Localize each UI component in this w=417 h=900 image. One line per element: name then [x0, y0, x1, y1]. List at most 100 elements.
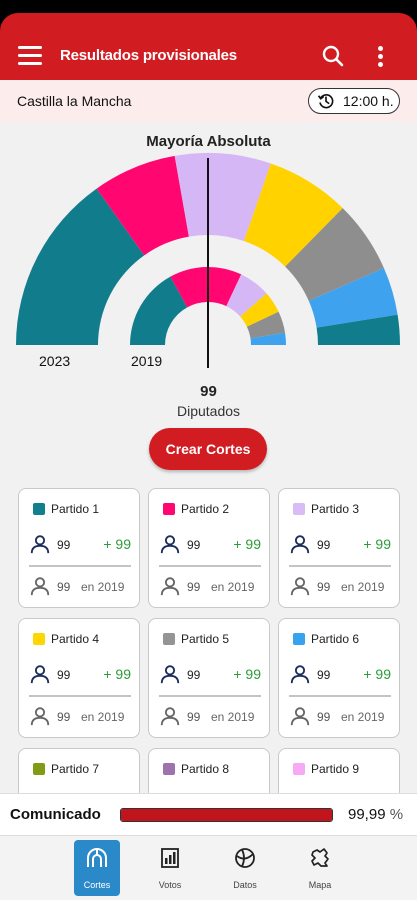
ring-2019-segment-4: [240, 293, 279, 327]
user-icon: [290, 577, 310, 596]
series-label-2023: 2023: [39, 353, 71, 369]
ring-2023-segment-2: [96, 155, 189, 256]
user-icon: [290, 707, 310, 726]
progress-fill: [121, 809, 332, 821]
previous-seats-value: 99: [57, 710, 71, 724]
previous-year-label: en 2019: [81, 580, 125, 594]
total-seats: 99: [200, 383, 217, 400]
previous-seats-row: 99 en 2019: [289, 705, 391, 727]
seats-delta: + 99: [363, 666, 391, 682]
ring-2019-segment-5: [246, 311, 286, 339]
ring-2023-segment-6: [308, 268, 398, 328]
nav-label: Datos: [233, 880, 257, 890]
party-name: Partido 6: [311, 632, 360, 646]
card-divider: [289, 695, 391, 697]
user-icon: [30, 577, 50, 596]
user-icon: [30, 665, 50, 684]
party-name: Partido 2: [181, 502, 230, 516]
progress-label: Comunicado: [10, 806, 101, 823]
ring-2023-segment-3: [174, 153, 271, 242]
party-card[interactable]: Partido 4 99 + 99 99 en 2019: [18, 618, 140, 738]
party-color-swatch: [293, 503, 305, 515]
nav-item-datos[interactable]: Datos: [222, 840, 268, 896]
party-name: Partido 7: [51, 762, 100, 776]
time-value: 12:00 h.: [343, 93, 394, 109]
party-card[interactable]: Partido 5 99 + 99 99 en 2019: [148, 618, 270, 738]
hamburger-icon[interactable]: [18, 46, 42, 66]
party-color-swatch: [33, 503, 45, 515]
create-cortes-button[interactable]: Crear Cortes: [149, 428, 267, 470]
current-seats-row: 99 + 99: [289, 663, 391, 685]
nav-label: Mapa: [308, 880, 332, 890]
nav-item-votos[interactable]: Votos: [147, 840, 193, 896]
previous-year-label: en 2019: [81, 710, 125, 724]
region-map-icon: [311, 848, 329, 867]
seats-delta: + 99: [363, 536, 391, 552]
nav-label: Votos: [158, 880, 182, 890]
party-color-swatch: [163, 763, 175, 775]
party-name: Partido 8: [181, 762, 230, 776]
search-icon[interactable]: [321, 44, 345, 68]
seats-value: 99: [57, 668, 71, 682]
ring-2023-segment-1: [16, 188, 145, 345]
user-icon: [30, 535, 50, 554]
user-icon: [160, 707, 180, 726]
chart-title: Mayoría Absoluta: [146, 133, 271, 150]
party-color-swatch: [163, 503, 175, 515]
party-card[interactable]: Partido 2 99 + 99 99 en 2019: [148, 488, 270, 608]
party-card[interactable]: Partido 1 99 + 99 99 en 2019: [18, 488, 140, 608]
ring-2023-segment-4: [243, 163, 343, 267]
party-card[interactable]: Partido 3 99 + 99 99 en 2019: [278, 488, 400, 608]
progress-track: [120, 808, 333, 822]
card-divider: [29, 695, 131, 697]
previous-year-label: en 2019: [211, 710, 255, 724]
nav-label: Cortes: [83, 880, 111, 890]
region-name[interactable]: Castilla la Mancha: [17, 93, 132, 109]
status-bar: [0, 0, 417, 33]
user-icon: [290, 535, 310, 554]
previous-seats-value: 99: [317, 580, 331, 594]
time-selector[interactable]: 12:00 h.: [308, 88, 400, 114]
party-color-swatch: [293, 763, 305, 775]
previous-seats-row: 99 en 2019: [29, 705, 131, 727]
previous-seats-value: 99: [317, 710, 331, 724]
nav-item-cortes[interactable]: Cortes: [74, 840, 120, 896]
card-divider: [159, 695, 261, 697]
progress-value: 99,99 %: [348, 806, 404, 823]
ring-2019-segment-2: [170, 267, 242, 308]
seats-value: 99: [187, 668, 201, 682]
seats-delta: + 99: [233, 536, 261, 552]
globe-data-icon: [235, 848, 255, 868]
page-title: Resultados provisionales: [60, 47, 237, 64]
parliament-icon: [87, 848, 107, 867]
previous-seats-value: 99: [187, 710, 201, 724]
more-vertical-icon[interactable]: [372, 44, 388, 68]
previous-seats-row: 99 en 2019: [29, 575, 131, 597]
ballot-chart-icon: [161, 848, 179, 868]
ring-2023-segment-5: [285, 208, 384, 301]
card-divider: [159, 565, 261, 567]
current-seats-row: 99 + 99: [29, 663, 131, 685]
party-color-swatch: [33, 633, 45, 645]
current-seats-row: 99 + 99: [29, 533, 131, 555]
nav-item-mapa[interactable]: Mapa: [297, 840, 343, 896]
app-bar: Resultados provisionales: [0, 32, 417, 80]
user-icon: [160, 535, 180, 554]
party-name: Partido 4: [51, 632, 100, 646]
seats-delta: + 99: [233, 666, 261, 682]
previous-seats-value: 99: [57, 580, 71, 594]
party-name: Partido 9: [311, 762, 360, 776]
user-icon: [160, 577, 180, 596]
ring-2023-segment-7: [316, 314, 400, 345]
seats-label: Diputados: [176, 403, 241, 419]
party-color-swatch: [293, 633, 305, 645]
party-name: Partido 5: [181, 632, 230, 646]
party-card[interactable]: Partido 6 99 + 99 99 en 2019: [278, 618, 400, 738]
user-icon: [160, 665, 180, 684]
previous-year-label: en 2019: [211, 580, 255, 594]
seat-hemicycle-chart: [16, 153, 400, 368]
seats-value: 99: [57, 538, 71, 552]
clock-history-icon: [317, 94, 334, 109]
seats-delta: + 99: [103, 666, 131, 682]
current-seats-row: 99 + 99: [159, 533, 261, 555]
